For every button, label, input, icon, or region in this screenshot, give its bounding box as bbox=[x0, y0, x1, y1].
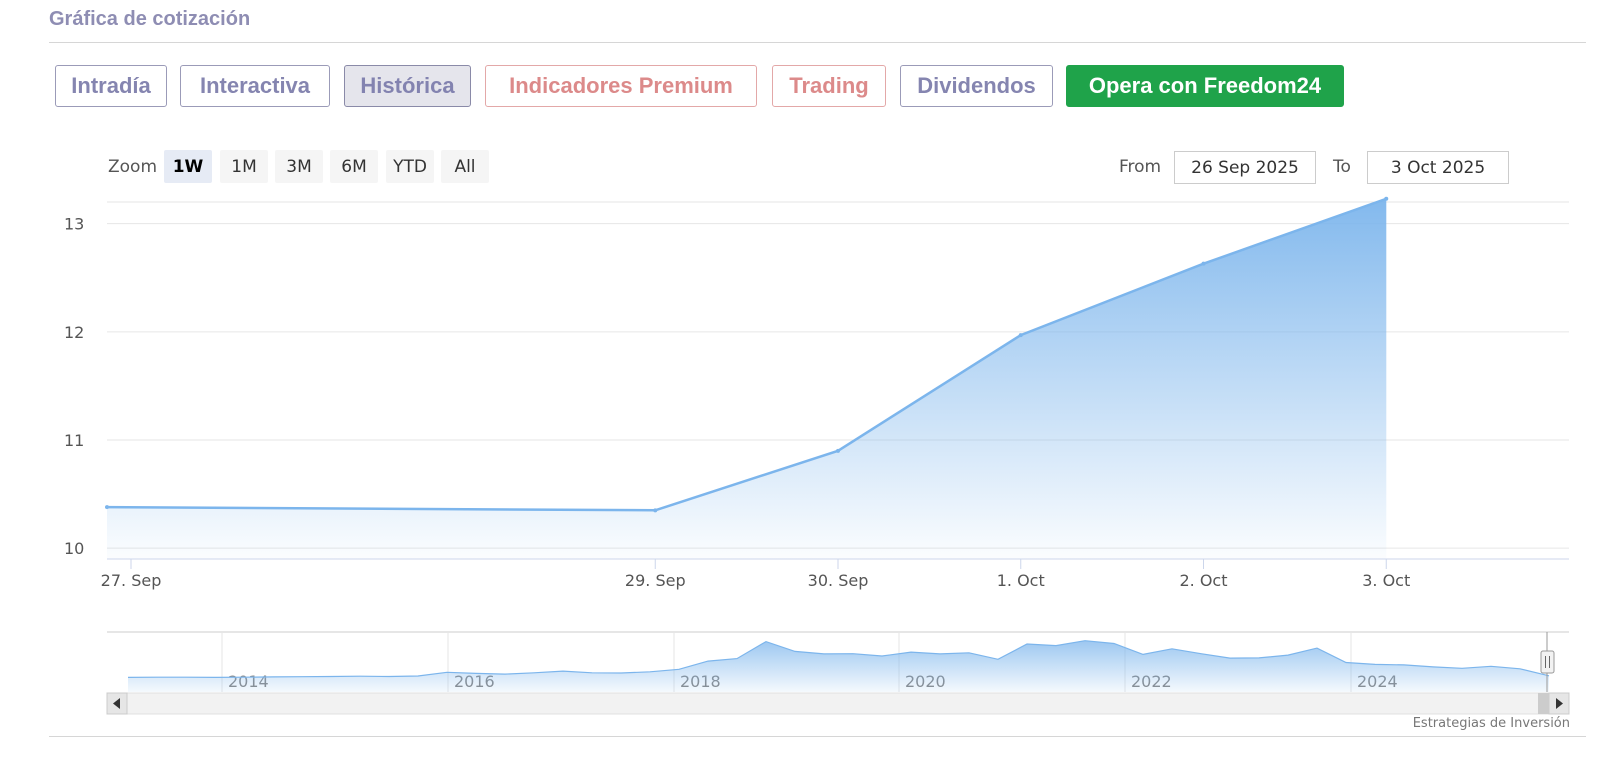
zoom-ytd-button[interactable]: YTD bbox=[386, 150, 434, 183]
to-date-input[interactable]: 3 Oct 2025 bbox=[1367, 151, 1509, 184]
zoom-6m-button[interactable]: 6M bbox=[330, 150, 378, 183]
tab-intradia[interactable]: Intradía bbox=[55, 65, 167, 107]
price-point bbox=[836, 448, 840, 453]
zoom-1w-button[interactable]: 1W bbox=[164, 150, 212, 183]
x-tick-label: 3. Oct bbox=[1362, 571, 1410, 590]
price-point bbox=[1384, 196, 1389, 201]
from-date-input[interactable]: 26 Sep 2025 bbox=[1174, 151, 1316, 184]
price-point bbox=[105, 505, 109, 510]
tab-trading[interactable]: Trading bbox=[772, 65, 886, 107]
zoom-1m-button[interactable]: 1M bbox=[220, 150, 268, 183]
y-tick-label: 13 bbox=[64, 215, 84, 234]
title-divider bbox=[49, 42, 1586, 43]
opera-freedom24-button[interactable]: Opera con Freedom24 bbox=[1066, 65, 1344, 107]
x-tick-label: 27. Sep bbox=[101, 571, 162, 590]
scroll-right-arrow-icon bbox=[1556, 698, 1563, 709]
zoom-label: Zoom bbox=[108, 157, 158, 177]
tab-interactiva[interactable]: Interactiva bbox=[180, 65, 330, 107]
price-line bbox=[106, 197, 1387, 512]
navigator-handle[interactable] bbox=[1540, 650, 1555, 674]
price-area bbox=[107, 198, 1387, 560]
y-tick-label: 12 bbox=[64, 323, 84, 342]
tab-indicadores-premium[interactable]: Indicadores Premium bbox=[485, 65, 757, 107]
navigator-line bbox=[127, 640, 1550, 679]
to-label: To bbox=[1333, 157, 1351, 177]
price-point bbox=[1201, 261, 1206, 266]
tab-dividendos[interactable]: Dividendos bbox=[900, 65, 1053, 107]
scroll-left-arrow-icon bbox=[113, 698, 120, 709]
zoom-3m-button[interactable]: 3M bbox=[275, 150, 323, 183]
price-point bbox=[653, 508, 658, 513]
navigator-area bbox=[128, 640, 1549, 692]
tab-historica[interactable]: Histórica bbox=[344, 65, 471, 107]
credits-text: Estrategias de Inversión bbox=[1412, 716, 1570, 731]
y-tick-label: 11 bbox=[64, 431, 84, 450]
x-tick-label: 29. Sep bbox=[625, 571, 686, 590]
x-tick-label: 1. Oct bbox=[997, 571, 1045, 590]
section-title: Gráfica de cotización bbox=[49, 8, 251, 30]
scrollbar-track[interactable] bbox=[106, 692, 1570, 715]
from-label: From bbox=[1119, 157, 1162, 177]
x-tick-label: 30. Sep bbox=[808, 571, 869, 590]
zoom-all-button[interactable]: All bbox=[441, 150, 489, 183]
y-tick-label: 10 bbox=[64, 539, 84, 558]
x-tick-label: 2. Oct bbox=[1179, 571, 1227, 590]
price-point bbox=[1018, 333, 1023, 338]
bottom-divider bbox=[49, 736, 1586, 737]
